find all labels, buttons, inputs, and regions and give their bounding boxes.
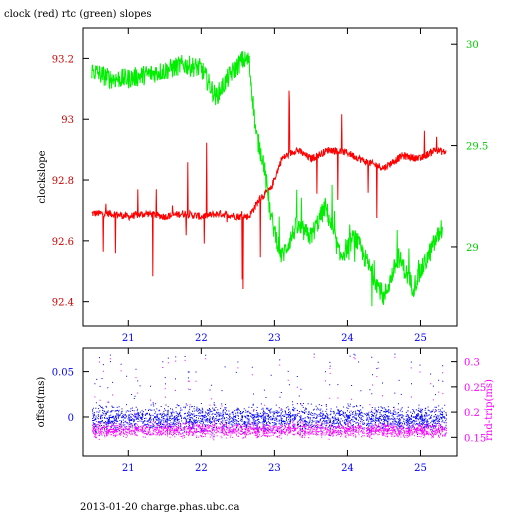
bottom-x-tick-label: 24 [341, 463, 354, 474]
rtt-scatter [92, 356, 447, 441]
top-axes-layer: 21 22 23 24 25 92.4 92.6 92.8 93 93.2 29 29.5 30 [52, 28, 488, 344]
top-series-layer [91, 51, 447, 307]
bottom-series-layer [92, 353, 447, 441]
bottom-y-tick-label: 0.05 [52, 368, 74, 379]
bottom-plot-frame [82, 347, 458, 457]
clock-slope-line [91, 90, 447, 290]
bottom-x-tick-label: 22 [195, 463, 208, 474]
top-y-tick-label: 92.6 [52, 237, 74, 248]
top-panel: 21 22 23 24 25 92.4 92.6 92.8 93 93.2 29 29.5 30 clo… [37, 27, 488, 344]
top-y-axis-label: clockslope [37, 150, 48, 203]
top-plot-frame [82, 27, 458, 327]
top-x-tick-label: 22 [195, 333, 208, 344]
chart-title: clock (red) rtc (green) slopes [4, 9, 152, 20]
top-x-tick-label: 23 [268, 333, 281, 344]
bottom-y2-tick-label: 0.2 [464, 408, 480, 419]
bottom-y2-tick-label: 0.25 [464, 383, 486, 394]
bottom-panel: 21 22 23 24 25 0 0.05 0.15 0.2 0.25 0.3 offset(ms)… [36, 347, 495, 474]
bottom-y-tick-label: 0 [68, 413, 74, 424]
top-y-tick-label: 93.2 [52, 54, 74, 65]
bottom-axes-layer: 21 22 23 24 25 0 0.05 0.15 0.2 0.25 0.3 [52, 348, 486, 474]
top-y-tick-label: 92.4 [52, 298, 74, 309]
bottom-x-tick-label: 25 [414, 463, 427, 474]
top-x-tick-label: 21 [122, 333, 135, 344]
bottom-x-tick-label: 21 [122, 463, 135, 474]
bottom-y2-tick-label: 0.3 [464, 358, 480, 369]
offset-scatter [92, 353, 447, 437]
offset-points [92, 353, 447, 437]
rtt-points [92, 356, 447, 441]
top-y2-tick-label: 29.5 [466, 142, 488, 153]
bottom-y-axis-label: offset(ms) [36, 377, 47, 428]
top-y2-tick-label: 29 [466, 243, 479, 254]
rtc-slope-line [91, 51, 443, 307]
footer-text: 2013-01-20 charge.phas.ubc.ca [80, 502, 239, 512]
top-x-tick-label: 25 [414, 333, 427, 344]
top-y-tick-label: 92.8 [52, 176, 74, 187]
top-y-tick-label: 93 [61, 115, 74, 126]
bottom-y2-tick-label: 0.15 [464, 433, 486, 444]
bottom-x-tick-label: 23 [268, 463, 281, 474]
top-y2-tick-label: 30 [466, 40, 479, 51]
top-x-tick-label: 24 [341, 333, 354, 344]
bottom-y2-axis-label: rnd-trip(ms) [484, 379, 495, 441]
